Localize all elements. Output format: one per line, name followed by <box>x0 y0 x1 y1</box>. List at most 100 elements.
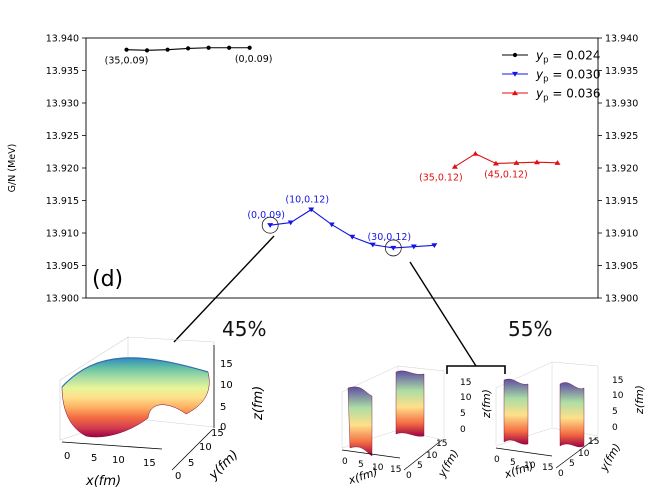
inset-55a-slab-2 <box>395 370 425 437</box>
inset-45-ytick-10: 10 <box>199 442 212 453</box>
series-1-point-0 <box>267 223 274 228</box>
ytick-left-label-0: 13.900 <box>46 294 79 305</box>
inset-45-3d-plot: 0 5 10 15 x(fm) 0 5 10 15 y(fm) 0 5 10 1… <box>59 336 266 489</box>
series-0-point-1 <box>144 48 150 53</box>
series-1-point-5 <box>369 242 376 248</box>
inset-45-surface-top <box>61 357 209 388</box>
ytick-right-label-5: 13.925 <box>605 131 638 142</box>
inset-55a-ytick-10: 10 <box>426 451 438 461</box>
inset-55a-xtick-5: 5 <box>358 460 364 470</box>
inset-55a-ztick-10: 10 <box>460 393 472 403</box>
inset-55a-3d-plot: 0 5 10 15 x(fm) 0 5 10 15 y(fm) 0 5 10 1… <box>341 365 493 487</box>
ytick-left-label-8: 13.940 <box>46 34 79 45</box>
series-0-point-2 <box>165 47 170 52</box>
inset-55b-ytick-15: 15 <box>588 437 599 447</box>
inset-55b-zlabel: z(fm) <box>633 385 646 415</box>
ytick-right-label-3: 13.915 <box>605 196 638 207</box>
legend: yp = 0.024 yp = 0.030 yp = 0.036 <box>502 49 601 104</box>
series-1-point-8 <box>431 243 438 249</box>
series-1-point-6 <box>390 245 397 251</box>
ytick-right-label-1: 13.905 <box>605 261 638 272</box>
annotation-layer: (35,0.09) (0,0.09)(0,0.09)(10,0.12)(30,0.… <box>105 54 528 243</box>
inset-55a-ztick-0: 0 <box>460 425 466 435</box>
ytick-left-label-7: 13.935 <box>46 66 79 77</box>
inset-55b-xtick-15: 15 <box>542 463 553 473</box>
inset-55a-xtick-0: 0 <box>342 457 348 467</box>
percent-label-45: 45% <box>222 317 266 341</box>
connector-line-left <box>173 235 275 343</box>
y-ticks-left: 13.900 13.905 13.910 13.915 13.920 13.925 13.9… <box>46 34 86 305</box>
connector-line-right <box>409 261 477 367</box>
inset-55a-ztick-15: 15 <box>460 378 471 388</box>
panel-label: (d) <box>92 267 123 292</box>
ytick-left-label-5: 13.925 <box>46 131 79 142</box>
inset-55a-ylabel: y(fm) <box>435 447 462 480</box>
inset-45-ytick-5: 5 <box>188 458 194 469</box>
legend-marker-1 <box>512 71 518 77</box>
inset-55b-3d-plot: 0 5 10 15 x(fm) 0 5 10 15 y(fm) 0 5 10 1… <box>494 361 646 481</box>
inset-55a-zlabel: z(fm) <box>480 389 493 419</box>
inset-55a-ztick-5: 5 <box>460 409 466 419</box>
annotation-4: (30,0.12) <box>367 232 411 243</box>
inset-55a-axes <box>341 439 443 471</box>
series-2-point-0 <box>451 164 458 169</box>
inset-55b-xtick-10: 10 <box>524 461 536 471</box>
inset-45-ztick-5: 5 <box>220 402 226 413</box>
inset-45-ztick-15: 15 <box>220 359 233 370</box>
inset-45-xlabel: x(fm) <box>85 474 121 489</box>
series-0-point-4 <box>206 45 211 50</box>
ytick-left-label-6: 13.930 <box>46 99 79 110</box>
series-layer <box>124 45 561 257</box>
inset-55b-ylabel: y(fm) <box>597 441 624 474</box>
inset-55b-ytick-10: 10 <box>578 449 590 459</box>
ytick-right-label-6: 13.930 <box>605 99 638 110</box>
series-2-point-1 <box>472 151 479 156</box>
series-1-point-4 <box>349 234 356 240</box>
annotation-5: (35,0.12) <box>419 173 463 184</box>
annotation-2: (0,0.09) <box>247 210 285 221</box>
annotation-1: (0,0.09) <box>235 54 273 65</box>
inset-45-xtick-10: 10 <box>112 455 125 466</box>
series-2-point-3 <box>513 160 520 165</box>
bracket <box>446 365 506 374</box>
inset-55a-slab-1 <box>347 386 373 457</box>
series-1-point-3 <box>328 222 335 228</box>
ytick-left-label-3: 13.915 <box>46 196 79 207</box>
inset-55b-ztick-10: 10 <box>612 391 624 401</box>
inset-55b-ytick-5: 5 <box>569 459 575 469</box>
inset-45-xtick-5: 5 <box>91 453 97 464</box>
ytick-right-label-7: 13.935 <box>605 66 638 77</box>
inset-55a-ytick-0: 0 <box>406 471 412 481</box>
ytick-left-label-4: 13.920 <box>46 164 79 175</box>
ytick-right-label-8: 13.940 <box>605 34 638 45</box>
inset-45-ytick-15: 15 <box>211 428 224 439</box>
series-line-2 <box>454 153 558 168</box>
inset-55b-slab-2 <box>559 382 585 448</box>
highlight-circle-1 <box>384 239 402 257</box>
series-2-point-4 <box>533 159 540 165</box>
inset-55b-xlabel: x(fm) <box>502 459 535 481</box>
legend-marker-0 <box>512 52 518 58</box>
inset-45-zlabel: z(fm) <box>251 386 266 421</box>
ytick-right-label-4: 13.920 <box>605 164 638 175</box>
inset-55a-ytick-5: 5 <box>417 461 423 471</box>
ytick-left-label-2: 13.910 <box>46 229 79 240</box>
y-axis-label: G/N (MeV) <box>7 144 18 193</box>
series-0-point-5 <box>227 45 232 50</box>
highlight-circle-0 <box>261 216 279 234</box>
inset-55b-ytick-0: 0 <box>558 469 564 479</box>
inset-45-xtick-0: 0 <box>64 451 70 462</box>
inset-45-xtick-15: 15 <box>143 458 156 469</box>
inset-55b-ztick-0: 0 <box>612 423 618 433</box>
annotation-3: (10,0.12) <box>285 195 329 206</box>
series-1-point-1 <box>287 220 294 226</box>
inset-55b-xtick-0: 0 <box>494 455 500 465</box>
inset-55a-xtick-10: 10 <box>372 463 384 473</box>
legend-label-1: yp = 0.030 <box>535 68 601 85</box>
plot-frame <box>85 37 599 299</box>
inset-55a-ytick-15: 15 <box>436 439 447 449</box>
y-ticks-right: 13.900 13.905 13.910 13.915 13.920 13.925 13.9… <box>598 34 638 305</box>
ytick-right-label-2: 13.910 <box>605 229 638 240</box>
percent-label-55: 55% <box>508 317 552 341</box>
